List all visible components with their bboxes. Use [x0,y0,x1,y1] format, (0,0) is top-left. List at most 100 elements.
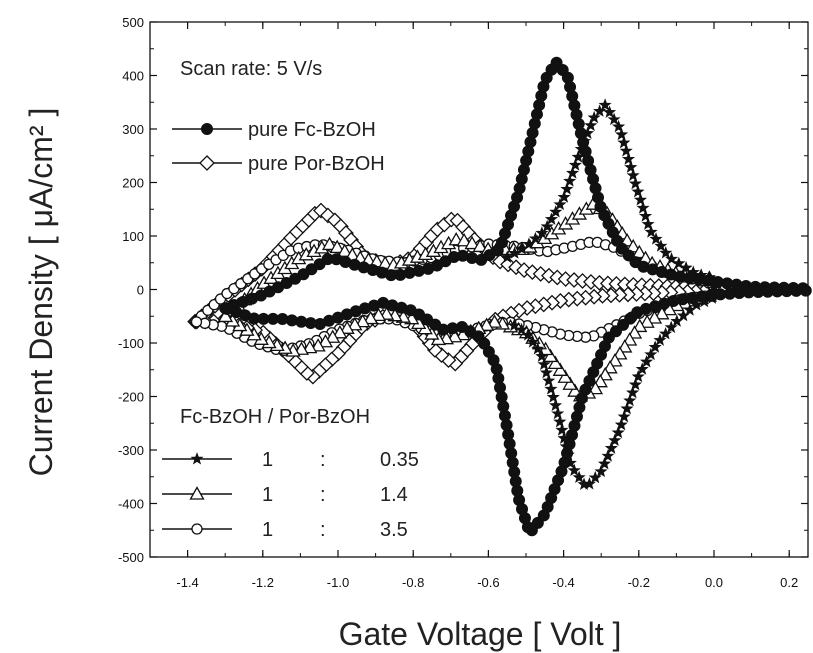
data-point [619,144,633,157]
legend-ratio-14-sep: : [320,484,326,506]
data-point [635,362,649,375]
legend-marker [191,523,203,535]
data-point [623,393,637,407]
data-point [310,338,326,352]
data-point [644,347,658,361]
data-point [535,226,549,239]
data-point [293,341,310,355]
data-point [563,174,577,187]
x-tick-label: -1.4 [176,575,198,590]
data-point [641,217,655,230]
x-tick-label: -1.0 [327,575,349,590]
data-point [577,477,591,490]
data-point [639,209,653,222]
x-tick-label: -0.2 [628,575,650,590]
legend-item-pure-por [172,155,242,171]
data-point [665,252,679,265]
data-point [329,239,345,254]
data-point [355,313,371,328]
data-point [567,463,581,477]
x-tick-label: -0.6 [477,575,499,590]
data-point [567,383,583,397]
data-point [598,98,612,111]
legend-ratio-035-sep: : [320,449,326,471]
data-point [464,235,480,250]
data-point [557,369,573,383]
data-point [217,308,234,323]
data-point [447,328,463,343]
y-tick-label: 500 [122,15,144,30]
data-point [594,464,608,478]
data-point [549,205,563,218]
y-tick-label: -400 [118,497,144,512]
legend-ratio-35-a: 1 [262,519,273,541]
data-point [633,193,648,206]
data-point [321,236,338,251]
data-point [542,374,556,387]
y-tick-label: -100 [118,336,144,351]
legend-marker [190,452,204,465]
data-point [679,261,693,274]
data-point [601,449,615,462]
legend-item-ratio-14 [162,486,232,500]
data-point [507,318,521,332]
data-point [540,219,554,233]
x-tick-label: -1.2 [252,575,274,590]
data-point [631,369,645,383]
data-point [654,239,668,252]
legend-top: pure Fc-BzOH pure Por-BzOH [172,119,385,175]
data-point [603,105,617,118]
y-tick-label: 300 [122,122,144,137]
data-point [626,385,640,399]
data-point [636,201,650,214]
data-point [566,166,580,179]
legend-ratio-14-a: 1 [262,484,273,506]
plot-axes: 500 400 300 200 100 0 -100 -200 -300 -400 -500 -1.4… [118,15,809,590]
data-point [646,310,663,324]
x-tick-label: 0.0 [705,575,723,590]
series-0 [219,56,812,537]
data-point [644,225,658,238]
data-point [617,135,631,149]
y-tick-label: 0 [137,283,144,298]
legend-marker [189,486,205,500]
data-point [649,232,663,245]
legend-ratio-header: Fc-BzOH / Por-BzOH [180,406,370,428]
data-point [568,158,582,171]
data-point [620,401,634,415]
data-point [615,127,629,141]
data-point [607,112,621,126]
data-point [587,380,604,395]
data-point [608,433,622,447]
y-tick-label: -500 [118,550,144,565]
data-point [670,314,684,327]
data-point [317,333,334,348]
data-point [611,425,625,439]
x-tick-label: -0.8 [402,575,424,590]
data-point [648,340,662,353]
legend-ratio-14-b: 1.4 [380,484,408,506]
data-point [479,317,495,331]
data-point [598,456,612,470]
data-point [456,232,472,247]
data-point [640,355,654,368]
data-point [553,415,567,428]
data-point [631,184,645,198]
data-point [626,168,640,182]
data-point [546,390,560,403]
data-point [551,406,565,420]
data-point [557,190,571,203]
legend-marker [199,155,215,171]
legend-item-ratio-35 [162,523,232,535]
data-point [624,160,638,173]
series-2 [500,98,721,490]
data-point [562,376,578,390]
data-point [617,409,631,423]
data-point [363,310,379,325]
data-point [537,357,551,371]
data-point [683,303,697,316]
data-point [572,470,586,483]
data-point [526,335,540,348]
data-point [544,212,558,225]
